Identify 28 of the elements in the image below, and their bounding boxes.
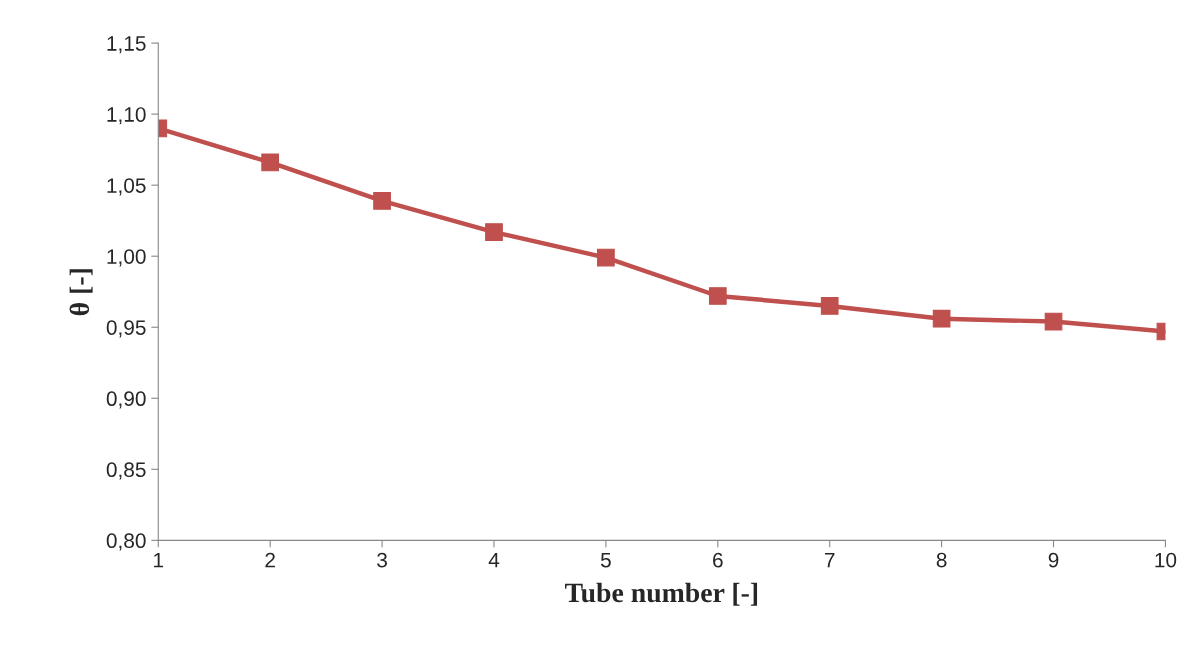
point — [485, 223, 503, 241]
y-tick-label: 1,05 — [107, 178, 146, 196]
y-tick-label: 0,90 — [106, 391, 146, 409]
x-tick-label: 2 — [265, 552, 275, 568]
x-tick-label: 8 — [936, 552, 947, 568]
y-tick-label: 1,10 — [107, 107, 146, 125]
x-tick-label: 7 — [824, 552, 835, 568]
point — [261, 153, 280, 172]
point — [1044, 312, 1063, 331]
x-tick-label: 1 — [154, 552, 164, 568]
y-tick-label: 1,15 — [107, 36, 146, 54]
point — [708, 287, 727, 305]
y-tick-label: 1,00 — [107, 249, 146, 267]
y-axis-title: θ [-] — [69, 269, 93, 316]
y-tick-label: 0,85 — [106, 462, 146, 480]
y-tick-label: 0,80 — [106, 533, 146, 551]
x-tick-label: 10 — [1155, 552, 1177, 568]
x-tick-label: 9 — [1048, 552, 1059, 568]
x-tick-label: 5 — [600, 552, 611, 568]
x-tick-label: 3 — [377, 552, 387, 568]
x-axis-title: Tube number [-] — [565, 582, 758, 606]
point — [820, 297, 839, 315]
x-tick-label: 6 — [713, 552, 723, 568]
x-tick-label: 4 — [488, 552, 500, 568]
point — [932, 309, 951, 328]
point — [373, 191, 391, 210]
y-tick-label: 0,95 — [106, 320, 146, 338]
point — [597, 248, 615, 267]
